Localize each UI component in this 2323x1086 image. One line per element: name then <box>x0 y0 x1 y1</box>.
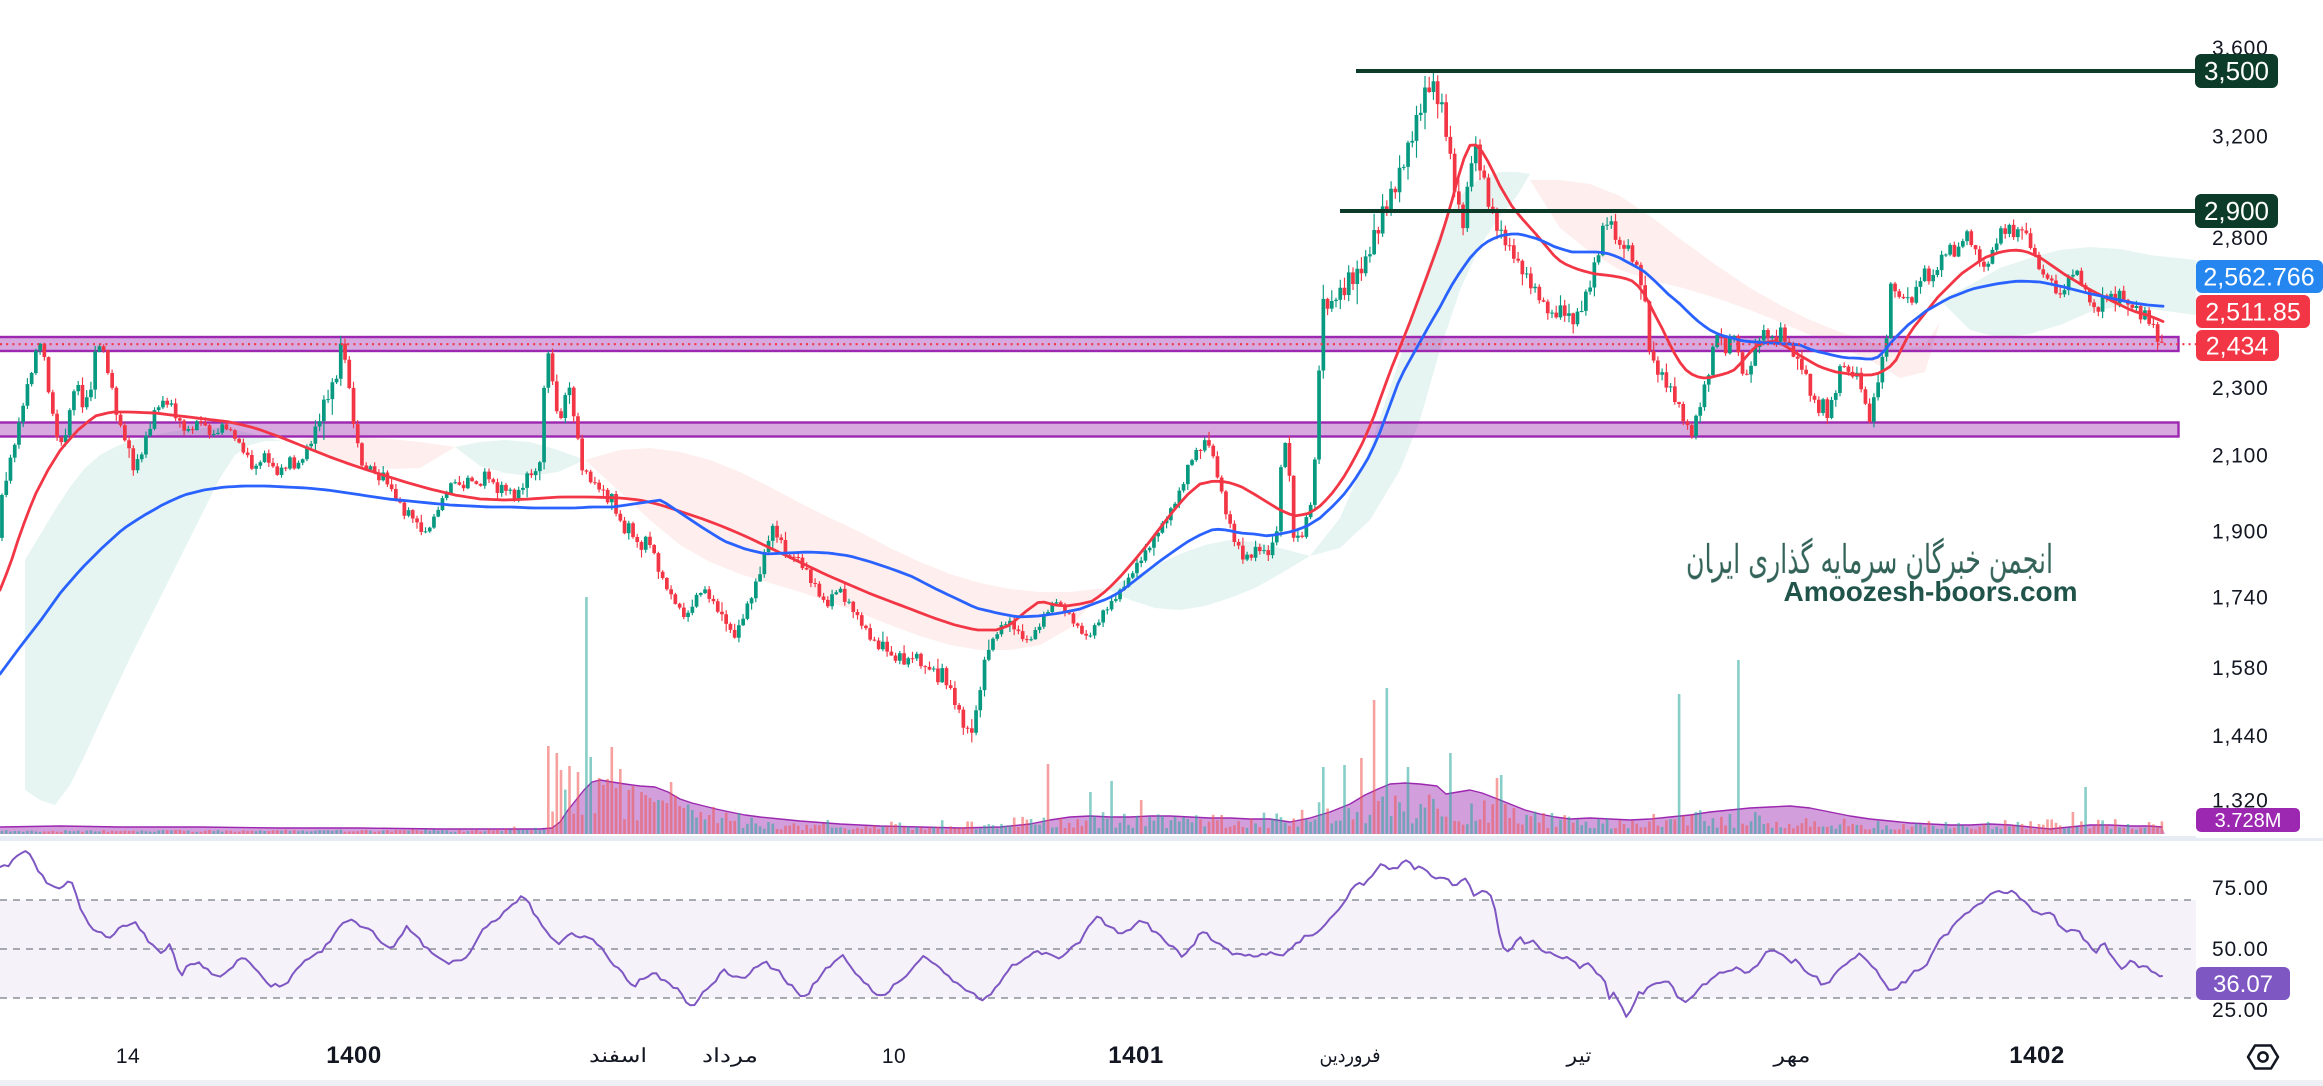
svg-text:2,434: 2,434 <box>2206 333 2269 361</box>
svg-text:2,562.766: 2,562.766 <box>2203 264 2314 292</box>
svg-text:2,800: 2,800 <box>2212 227 2269 250</box>
svg-text:Amoozesh-boors.com: Amoozesh-boors.com <box>1783 576 2077 607</box>
svg-text:3.728M: 3.728M <box>2215 810 2282 832</box>
svg-text:3,200: 3,200 <box>2212 126 2269 149</box>
svg-text:1,740: 1,740 <box>2212 587 2269 610</box>
svg-text:2,511.85: 2,511.85 <box>2205 299 2300 327</box>
svg-text:14: 14 <box>116 1045 140 1068</box>
svg-text:25.00: 25.00 <box>2212 999 2269 1022</box>
svg-text:1400: 1400 <box>326 1042 381 1069</box>
svg-text:36.07: 36.07 <box>2213 971 2273 998</box>
svg-text:2,100: 2,100 <box>2212 445 2269 468</box>
svg-text:75.00: 75.00 <box>2212 877 2269 900</box>
svg-text:1,440: 1,440 <box>2212 725 2269 748</box>
svg-text:1,580: 1,580 <box>2212 657 2269 680</box>
svg-text:3,500: 3,500 <box>2204 56 2269 86</box>
svg-text:2,300: 2,300 <box>2212 377 2269 400</box>
svg-text:1402: 1402 <box>2009 1042 2064 1069</box>
svg-text:1401: 1401 <box>1108 1042 1163 1069</box>
svg-text:2,900: 2,900 <box>2204 196 2269 226</box>
svg-text:1,320: 1,320 <box>2212 790 2269 813</box>
svg-text:50.00: 50.00 <box>2212 938 2269 961</box>
svg-text:10: 10 <box>882 1045 906 1068</box>
svg-text:1,900: 1,900 <box>2212 521 2269 544</box>
